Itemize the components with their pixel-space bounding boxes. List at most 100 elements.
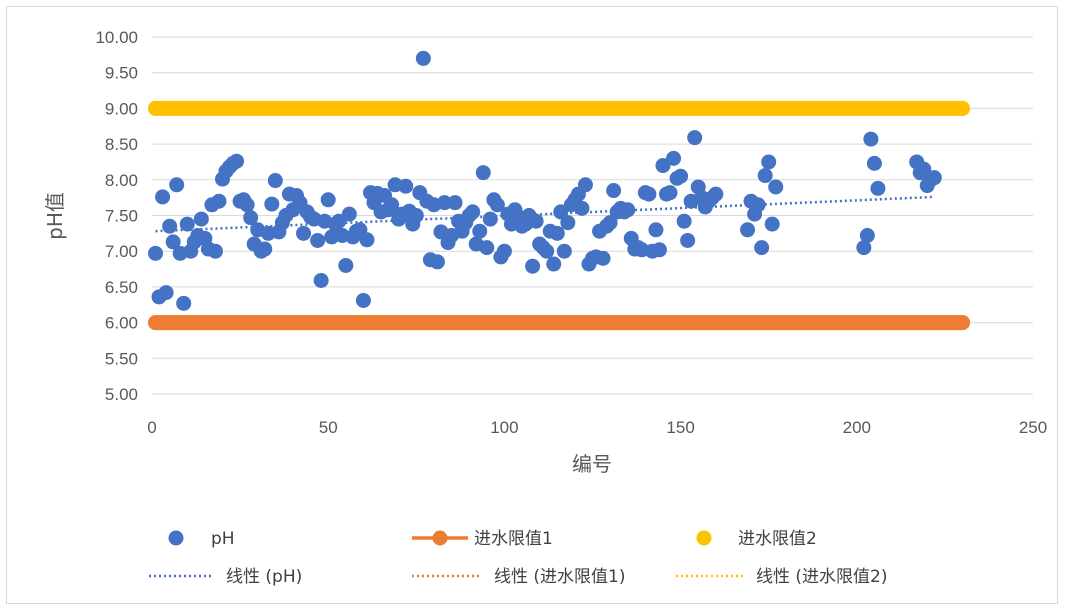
ph-point [655,158,671,174]
ph-point [479,240,495,256]
ph-point [472,223,488,239]
ph-point [359,232,375,248]
ph-point [673,168,689,184]
ph-point [549,225,565,241]
x-tick-label: 150 [666,418,694,437]
ph-point [475,165,491,181]
legend-label-trend-limit2: 线性 (进水限值2) [756,567,887,587]
y-tick-label: 7.50 [105,207,138,226]
ph-point [355,292,371,308]
ph-point [687,130,703,146]
y-tick-label: 5.50 [105,349,138,368]
ph-point [264,196,280,212]
ph-point [754,240,770,256]
y-tick-label: 6.50 [105,278,138,297]
ph-point [577,177,593,193]
ph-point [560,215,576,231]
legend-label-trend-ph: 线性 (pH) [226,567,302,587]
ph-point [165,234,181,250]
ph-point [313,272,329,288]
ph-point [243,210,259,226]
ph-point [866,155,882,171]
ph-point [176,295,192,311]
ph-point [169,177,185,193]
ph-point [398,178,414,194]
ph-point [338,257,354,273]
ph-point [740,222,756,238]
ph-point [750,197,766,213]
ph-point [764,216,780,232]
ph-point [574,200,590,216]
ph-point [211,193,227,209]
ph-point [761,154,777,170]
x-tick-labels: 0 50 100 150 200 250 [147,418,1047,437]
x-tick-label: 50 [319,418,338,437]
y-tick-label: 6.00 [105,314,138,333]
ph-point [310,232,326,248]
y-axis-title: pH值 [43,192,67,240]
ph-point [556,243,572,259]
ph-point [856,240,872,256]
legend-label-limit1: 进水限值1 [474,529,553,549]
ph-point [662,185,678,201]
y-tick-label: 8.00 [105,171,138,190]
ph-point [341,206,357,222]
ph-point [179,216,195,232]
ph-point [239,197,255,213]
legend-marker-ph [168,530,184,546]
ph-point [916,161,932,177]
y-tick-label: 7.00 [105,242,138,261]
ph-point [447,195,463,211]
y-tick-labels: 5.00 5.50 6.00 6.50 7.00 7.50 8.00 8.50 9.00 9.50… [95,28,138,404]
x-tick-label: 200 [843,418,871,437]
y-tick-label: 8.50 [105,135,138,154]
ph-point [155,189,171,205]
ph-point [870,180,886,196]
ph-point [489,197,505,213]
y-tick-label: 9.00 [105,99,138,118]
y-tick-label: 10.00 [95,28,138,47]
ph-point [602,215,618,231]
ph-point [320,192,336,208]
ph-point [680,232,696,248]
x-tick-label: 100 [490,418,518,437]
legend-label-limit2: 进水限值2 [738,529,817,549]
ph-point [863,131,879,147]
legend-label-trend-limit1: 线性 (进水限值1) [494,567,625,587]
legend-label-ph: pH [211,529,235,549]
ph-point [757,168,773,184]
ph-point [528,213,544,229]
x-axis-title: 编号 [572,452,612,476]
y-tick-label: 5.00 [105,385,138,404]
ph-point [229,153,245,169]
ph-point [158,285,174,301]
ph-point [708,186,724,202]
ph-point [267,173,283,189]
ph-point [193,211,209,227]
ph-point [553,204,569,220]
ph-point [415,50,431,66]
ph-point [926,170,942,186]
ph-point [148,245,164,261]
ph-point [859,227,875,243]
ph-point [429,254,445,270]
ph-point [465,204,481,220]
ph-point [408,208,424,223]
ph-point [525,258,541,274]
x-tick-label: 0 [147,418,156,437]
ph-point [648,222,664,238]
ph-point [331,213,347,229]
x-tick-label: 250 [1019,418,1047,437]
ph-point [207,243,223,259]
ph-point [595,250,611,266]
ph-point [546,256,562,272]
legend: pH 进水限值1 进水限值2 线性 (pH) 线性 (进水限值1) 线性 (进水… [149,529,887,587]
ph-point [296,225,312,241]
legend-marker-limit2 [696,530,712,546]
ph-point [606,183,622,199]
ph-point [651,242,667,258]
ph-point [666,150,682,166]
ph-point [482,211,498,227]
ph-point [620,202,636,218]
